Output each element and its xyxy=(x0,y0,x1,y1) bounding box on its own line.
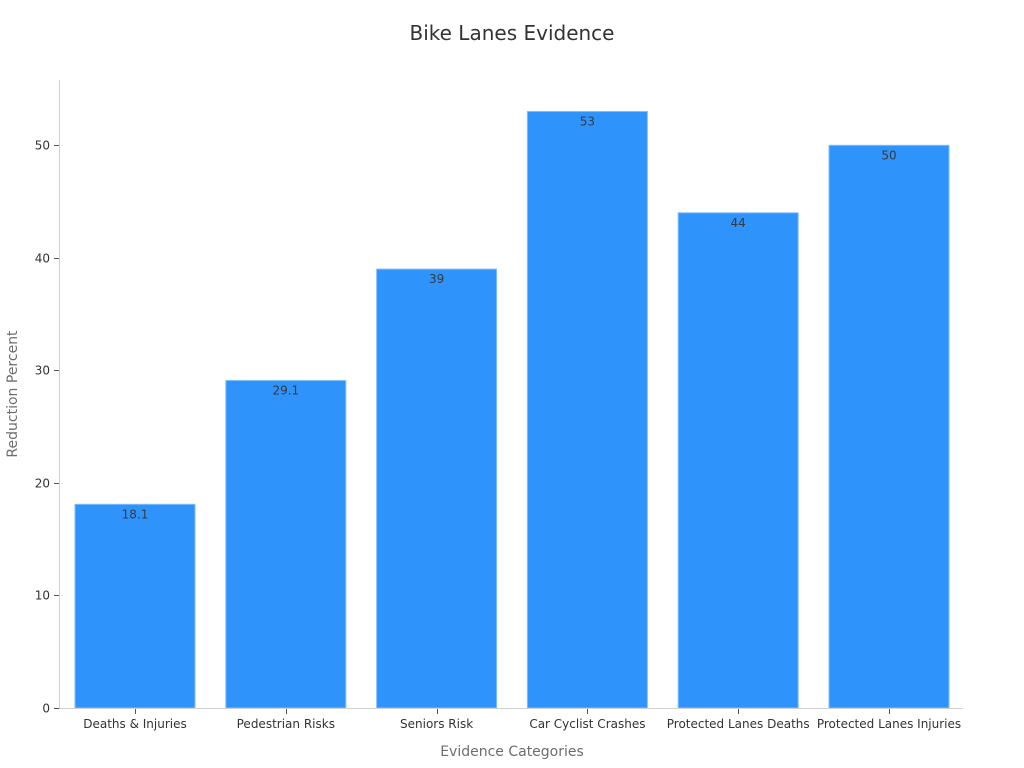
x-tick-label: Pedestrian Risks xyxy=(237,717,335,731)
bars: 18.1 29.1 39 53 44 50 xyxy=(74,111,950,709)
y-tick-label: 40 xyxy=(35,252,50,266)
x-tick-label: Protected Lanes Injuries xyxy=(817,717,961,731)
y-tick-label: 20 xyxy=(35,477,50,491)
bar-value-label: 50 xyxy=(881,148,896,162)
x-ticks: Deaths & Injuries Pedestrian Risks Seniors… xyxy=(83,709,961,731)
y-tick-label: 10 xyxy=(35,589,50,603)
x-tick-label: Seniors Risk xyxy=(400,717,473,731)
bar-value-label: 29.1 xyxy=(272,384,299,398)
x-axis-title: Evidence Categories xyxy=(440,744,584,760)
bar-value-label: 53 xyxy=(580,115,595,129)
y-ticks: 0 10 20 30 40 50 xyxy=(35,139,59,716)
bar xyxy=(526,111,648,709)
y-axis-title: Reduction Percent xyxy=(5,330,21,458)
y-tick-label: 0 xyxy=(42,702,50,716)
x-tick-label: Protected Lanes Deaths xyxy=(667,717,810,731)
bar xyxy=(828,144,950,709)
bar-value-label: 18.1 xyxy=(122,507,149,521)
x-tick-label: Deaths & Injuries xyxy=(83,717,187,731)
bar xyxy=(225,380,347,709)
y-tick-label: 30 xyxy=(35,364,50,378)
bar-value-label: 44 xyxy=(731,216,746,230)
bar xyxy=(74,503,196,709)
chart-title: Bike Lanes Evidence xyxy=(410,21,615,45)
bar-value-label: 39 xyxy=(429,272,444,286)
bar xyxy=(376,268,498,709)
y-axis: 0 10 20 30 40 50 Reduction Percent xyxy=(5,80,60,716)
bar xyxy=(677,212,799,709)
y-tick-label: 50 xyxy=(35,139,50,153)
x-axis: Deaths & Injuries Pedestrian Risks Seniors… xyxy=(59,708,963,760)
x-tick-label: Car Cyclist Crashes xyxy=(529,717,645,731)
